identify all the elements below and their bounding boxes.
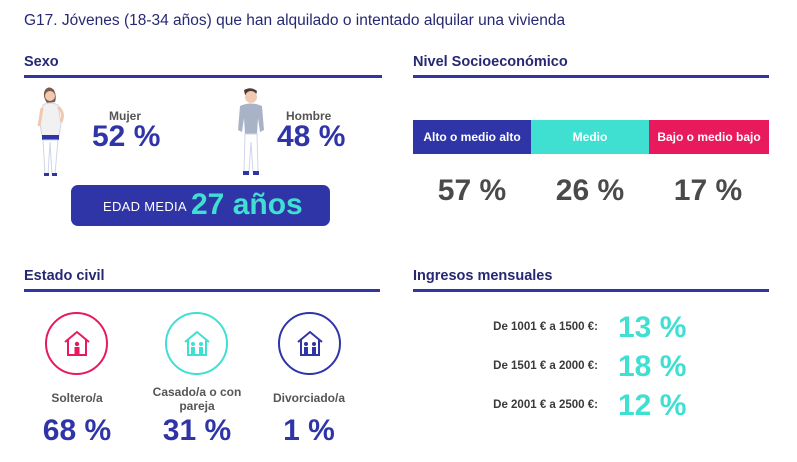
house-couple-icon: [297, 330, 323, 356]
ingresos-value-3: 12 %: [618, 389, 687, 422]
section-title-sexo: Sexo: [24, 54, 59, 70]
nivel-segment-bajo: Bajo o medio bajo: [649, 120, 769, 154]
nivel-value-bajo: 17 %: [673, 174, 743, 207]
hombre-label: Hombre: [286, 109, 332, 123]
nivel-value-medio: 26 %: [555, 174, 625, 207]
section-title-ingresos: Ingresos mensuales: [413, 268, 553, 284]
estado-label-casado: Casado/a o con pareja: [152, 385, 242, 413]
edad-media-label: EDAD MEDIA: [103, 199, 187, 214]
section-rule-ingresos: [413, 289, 769, 292]
house-single-icon: [64, 330, 90, 356]
ingresos-value-1: 13 %: [618, 311, 687, 344]
woman-figure-icon: [37, 87, 64, 176]
house-couple-icon: [184, 330, 210, 356]
edad-media-value: 27 años: [191, 188, 303, 221]
section-title-estado: Estado civil: [24, 268, 105, 284]
section-rule-estado: [24, 289, 380, 292]
estado-circle-soltero: [45, 312, 108, 375]
estado-value-casado: 31 %: [162, 414, 232, 447]
ingresos-label-1: De 1001 € a 1500 €:: [493, 321, 598, 333]
estado-circle-divorciado: [278, 312, 341, 375]
page-title: G17. Jóvenes (18-34 años) que han alquil…: [24, 12, 566, 29]
ingresos-value-2: 18 %: [618, 350, 687, 383]
hombre-value: 48 %: [277, 120, 346, 153]
mujer-label: Mujer: [109, 109, 142, 123]
man-figure-icon: [238, 88, 264, 175]
nivel-segment-alto: Alto o medio alto: [413, 120, 531, 154]
section-title-nivel: Nivel Socioeconómico: [413, 54, 568, 70]
section-rule-nivel: [413, 75, 769, 78]
ingresos-label-3: De 2001 € a 2500 €:: [493, 399, 598, 411]
estado-value-divorciado: 1 %: [283, 414, 335, 447]
mujer-value: 52 %: [92, 120, 161, 153]
nivel-value-alto: 57 %: [437, 174, 507, 207]
estado-label-soltero: Soltero/a: [51, 391, 103, 405]
estado-circle-casado: [165, 312, 228, 375]
edad-media-box: [71, 185, 330, 226]
estado-label-divorciado: Divorciado/a: [272, 391, 346, 405]
section-rule-sexo: [24, 75, 382, 78]
estado-value-soltero: 68 %: [42, 414, 112, 447]
nivel-segment-medio: Medio: [531, 120, 649, 154]
ingresos-label-2: De 1501 € a 2000 €:: [493, 360, 598, 372]
